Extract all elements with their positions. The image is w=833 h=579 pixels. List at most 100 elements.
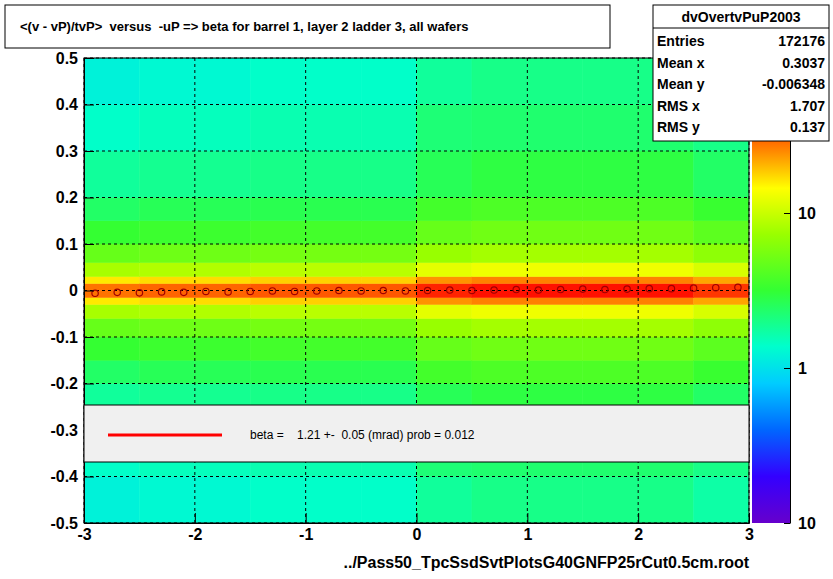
heatmap-cell (472, 277, 527, 284)
heatmap-cell (250, 105, 305, 152)
heatmap-cell (472, 263, 527, 277)
heatmap-cell (417, 58, 472, 105)
heatmap-cell (583, 277, 638, 284)
heatmap-cell (694, 263, 749, 277)
profile-point (557, 286, 563, 292)
heatmap-cell (417, 360, 472, 383)
heatmap-cell (638, 337, 693, 360)
x-axis-title: ../Pass50_TpcSsdSvtPlotsG40GNFP25rCut0.5… (344, 554, 750, 571)
heatmap-cell (306, 360, 361, 383)
y-tick: 0.4 (56, 96, 94, 113)
heatmap-cell (417, 105, 472, 152)
grid-line-y (84, 476, 749, 477)
profile-point (513, 286, 519, 292)
color-tick-label: 10 (798, 205, 816, 222)
grid-line-y (84, 383, 749, 384)
heatmap-cell (139, 297, 194, 304)
color-tick-mark (784, 368, 790, 369)
heatmap-cell (472, 477, 527, 524)
color-tick-mark (784, 213, 790, 214)
heatmap-cell (527, 297, 582, 304)
legend: beta = 1.21 +- 0.05 (mrad) prob = 0.012 (84, 405, 749, 462)
profile-point (269, 288, 275, 294)
profile-point (247, 288, 253, 294)
heatmap-cell (472, 105, 527, 152)
heatmap-cell (250, 244, 305, 263)
profile-point (336, 287, 342, 293)
y-tick-label: -0.1 (50, 329, 78, 346)
heatmap-cell (139, 318, 194, 337)
heatmap-cell (250, 151, 305, 198)
y-tick-label: 0.5 (56, 50, 78, 67)
heatmap-cell (472, 304, 527, 318)
y-tick-mark (84, 291, 94, 292)
heatmap-cell (306, 105, 361, 152)
heatmap-cell (638, 263, 693, 277)
heatmap-cell (638, 477, 693, 524)
heatmap-cell (583, 198, 638, 221)
heatmap-cell (195, 318, 250, 337)
y-tick: 0 (69, 282, 94, 299)
profile-point (535, 287, 541, 293)
heatmap-cell (638, 304, 693, 318)
heatmap-cell (361, 304, 416, 318)
y-tick-label: -0.3 (50, 422, 78, 439)
heatmap-cell (306, 337, 361, 360)
heatmap-cell (250, 263, 305, 277)
profile-point (358, 288, 364, 294)
heatmap-cell (417, 304, 472, 318)
data-area (84, 58, 749, 523)
stats-value: -0.006348 (762, 76, 825, 92)
grid-line-y (84, 104, 749, 105)
heatmap-cell (361, 151, 416, 198)
heatmap-cell (527, 337, 582, 360)
heatmap-cell (195, 360, 250, 383)
heatmap-cell (250, 58, 305, 105)
heatmap-cell (306, 244, 361, 263)
x-tick: 0 (413, 513, 422, 543)
heatmap-cell (638, 198, 693, 221)
y-tick-mark (84, 198, 94, 199)
y-tick-mark (84, 105, 94, 106)
profile-point (158, 289, 164, 295)
profile-point (424, 287, 430, 293)
heatmap-cell (139, 477, 194, 524)
heatmap-cell (361, 263, 416, 277)
heatmap-cell (583, 360, 638, 383)
heatmap-cell (527, 105, 582, 152)
y-tick: -0.1 (50, 329, 94, 346)
x-tick: 1 (523, 513, 532, 543)
y-tick: 0.3 (56, 143, 94, 160)
profile-point (380, 287, 386, 293)
heatmap-cell (527, 360, 582, 383)
heatmap-cell (84, 198, 139, 221)
heatmap-cell (527, 263, 582, 277)
profile-point (402, 288, 408, 294)
y-tick: 0.2 (56, 189, 94, 206)
color-tick-label: 1 (798, 360, 807, 377)
profile-point (203, 288, 209, 294)
heatmap-cell (84, 244, 139, 263)
color-tick: 10 (784, 205, 816, 222)
heatmap-cell (472, 221, 527, 244)
stats-label: Entries (657, 33, 705, 49)
heatmap-cell (583, 337, 638, 360)
profile-point (225, 289, 231, 295)
color-tick: 10 (784, 515, 816, 532)
x-tick: -1 (299, 513, 313, 543)
heatmap-cell (694, 198, 749, 221)
heatmap-cell (250, 337, 305, 360)
stats-value: 0.3037 (782, 55, 825, 71)
grid-line-y (84, 290, 749, 291)
heatmap-cell (472, 198, 527, 221)
heatmap-cell (472, 244, 527, 263)
profile-point (580, 286, 586, 292)
y-tick-label: -0.4 (50, 468, 78, 485)
heatmap-cell (139, 284, 194, 291)
profile-point (114, 289, 120, 295)
heatmap-cell (472, 58, 527, 105)
x-tick-label: 0 (413, 526, 422, 543)
y-tick-label: -0.5 (50, 515, 78, 532)
profile-point (668, 285, 674, 291)
heatmap-cell (694, 304, 749, 318)
